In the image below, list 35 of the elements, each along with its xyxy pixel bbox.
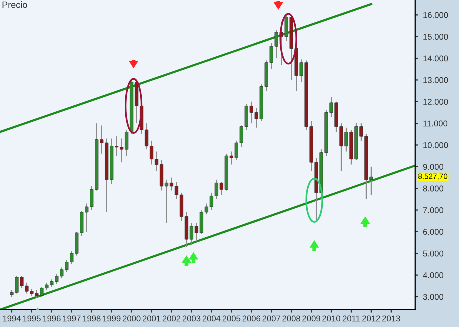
y-tick-label: 7.000	[423, 207, 444, 214]
x-tick-label: 2013	[382, 316, 400, 322]
x-tick-label: 2007	[262, 316, 280, 322]
x-tick-label: 1997	[63, 316, 81, 322]
x-tick-label: 1998	[83, 316, 101, 322]
x-tick-label: 1994	[3, 316, 22, 322]
x-tick-label: 2010	[322, 316, 340, 322]
x-tick-label: 2001	[142, 316, 161, 322]
x-tick-label: 2008	[282, 316, 300, 322]
x-tick-label: 1995	[23, 316, 41, 322]
y-tick-label: 10.000	[424, 142, 448, 148]
y-tick-label: 12.000	[424, 99, 448, 105]
x-tick-label: 2011	[342, 316, 360, 322]
y-tick-label: 4.000	[423, 272, 444, 278]
x-tick-label: 2002	[162, 316, 181, 322]
x-tick-label: 2000	[122, 316, 141, 322]
y-tick-label: 3.000	[423, 294, 444, 300]
x-tick-label: 2012	[362, 316, 380, 322]
y-tick-label: 11.000	[424, 120, 448, 127]
y-tick-label: 15.000	[424, 34, 448, 40]
y-tick-label: 8.000	[423, 186, 444, 192]
x-tick-label: 2006	[242, 316, 261, 322]
x-tick-label: 1999	[103, 316, 121, 322]
x-tick-label: 2005	[222, 316, 241, 322]
y-tick-label: 16.000	[424, 12, 448, 18]
x-tick-label: 1996	[43, 316, 61, 322]
y-tick-label: 6.000	[423, 229, 444, 236]
y-tick-label: 5.000	[423, 250, 444, 257]
y-tick-label: 13.000	[424, 77, 448, 84]
x-tick-label: 2004	[202, 316, 221, 322]
x-tick-label: 2003	[182, 316, 201, 322]
y-axis-title: Precio	[2, 2, 28, 8]
y-tick-label: 14.000	[424, 56, 448, 62]
x-tick-label: 2009	[302, 316, 320, 322]
y-tick-label: 9.000	[423, 164, 444, 170]
